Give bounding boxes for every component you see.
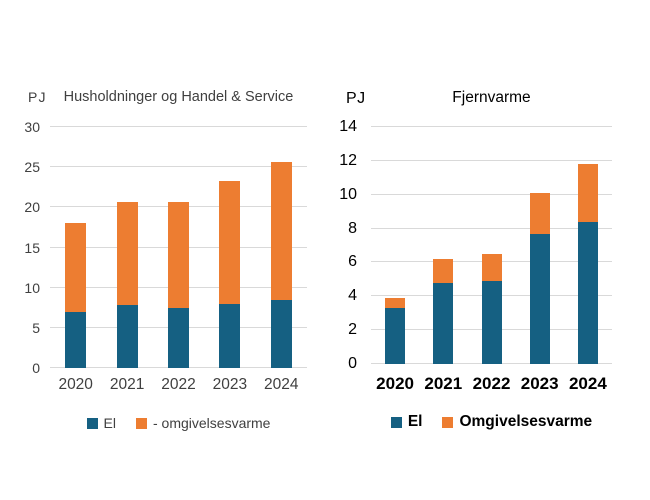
legend-label-omgivelsesvarme: - omgivelsesvarme	[152, 415, 271, 431]
bar-segment-2020-omgivelsesvarme	[65, 222, 87, 312]
legend-item-omgivelsesvarme: - omgivelsesvarme	[135, 415, 271, 431]
bar-segment-2022-omgivelsesvarme	[481, 253, 502, 282]
gridline	[371, 227, 612, 229]
gridline	[371, 159, 612, 161]
legend: El - omgivelsesvarme	[50, 415, 307, 431]
y-axis-tick-label: 8	[348, 219, 357, 237]
gridline	[371, 126, 612, 127]
x-axis-label-2021: 2021	[424, 374, 463, 393]
y-axis-tick-label: 15	[24, 239, 40, 256]
y-axis-tick-label: 6	[348, 253, 357, 271]
y-axis-tick-label: 14	[339, 118, 357, 135]
y-axis-tick-label: 30	[24, 119, 40, 135]
y-axis-tick-label: 20	[24, 199, 40, 216]
bar-segment-2021-el	[433, 282, 454, 364]
bar-segment-2021-el	[116, 305, 138, 368]
y-axis-tick-label: 5	[32, 319, 40, 336]
legend-swatch-el-icon	[86, 417, 98, 429]
chart-fjernvarme: PJ Fjernvarme 0 2 4 6 8 10 12 14 2020 2021 2022 20…	[330, 85, 645, 455]
legend-swatch-omgivelsesvarme-icon	[442, 416, 454, 428]
legend-swatch-el-icon	[390, 416, 402, 428]
chart-title: Fjernvarme	[452, 89, 531, 106]
x-axis-label-2023: 2023	[520, 374, 559, 393]
y-axis-tick-label: 10	[339, 185, 357, 203]
plot-area	[371, 126, 612, 364]
legend-label-el: El	[407, 413, 423, 430]
plot-area	[50, 126, 307, 368]
y-axis-unit-label: PJ	[346, 90, 366, 107]
bar-segment-2022-omgivelsesvarme	[168, 201, 189, 308]
y-axis-unit-label: PJ	[28, 89, 47, 105]
x-axis-label-2020: 2020	[58, 376, 93, 393]
legend-item-omgivelsesvarme: Omgivelsesvarme	[442, 413, 592, 431]
bar-segment-2022-el	[481, 281, 502, 364]
y-axis-tick-label: 12	[339, 151, 357, 169]
legend-item-el: El	[390, 413, 423, 431]
bar-segment-2020-el	[65, 311, 87, 368]
x-axis-label-2020: 2020	[376, 374, 415, 393]
x-axis-label-2024: 2024	[568, 374, 607, 393]
legend: El Omgivelsesvarme	[371, 413, 612, 431]
y-axis-tick-label: 0	[32, 360, 40, 376]
legend-item-el: El	[86, 415, 116, 431]
gridline	[50, 126, 307, 127]
bar-segment-2021-omgivelsesvarme	[116, 201, 138, 306]
y-axis-tick-label: 4	[348, 287, 357, 305]
x-axis-label-2023: 2023	[212, 376, 248, 393]
bar-segment-2023-el	[219, 303, 241, 368]
bar-segment-2023-el	[529, 233, 550, 364]
bar-segment-2023-omgivelsesvarme	[219, 180, 241, 304]
legend-label-omgivelsesvarme: Omgivelsesvarme	[459, 413, 593, 430]
bar-segment-2024-omgivelsesvarme	[270, 161, 292, 300]
chart-husholdninger-handel-service: PJ Husholdninger og Handel & Service 0 5 1…	[10, 85, 322, 455]
y-axis-tick-label: 2	[348, 321, 357, 339]
y-axis-tick-label: 25	[24, 159, 40, 176]
bar-segment-2024-omgivelsesvarme	[577, 164, 598, 222]
x-axis-label-2022: 2022	[161, 376, 196, 393]
bar-segment-2022-el	[168, 307, 189, 368]
bar-segment-2021-omgivelsesvarme	[433, 259, 454, 283]
legend-label-el: El	[103, 415, 116, 431]
bar-segment-2024-el	[577, 221, 598, 364]
bar-segment-2023-omgivelsesvarme	[529, 193, 550, 234]
gridline	[50, 166, 307, 168]
chart-title: Husholdninger og Handel & Service	[63, 89, 294, 105]
gridline	[371, 193, 612, 195]
y-axis-tick-labels: 0 5 10 15 20 25 30	[10, 120, 40, 375]
bar-segment-2020-el	[385, 308, 406, 364]
x-axis-label-2022: 2022	[472, 374, 511, 393]
x-axis-category-labels: 2020 2021 2022 2023 2024	[371, 375, 612, 395]
x-axis-label-2021: 2021	[109, 376, 145, 393]
y-axis-tick-label: 10	[24, 279, 40, 296]
x-axis-label-2024: 2024	[264, 376, 299, 393]
x-axis-category-labels: 2020 2021 2022 2023 2024	[50, 377, 307, 397]
y-axis-tick-label: 0	[348, 355, 357, 372]
y-axis-tick-labels: 0 2 4 6 8 10 12 14	[330, 119, 357, 372]
legend-swatch-omgivelsesvarme-icon	[135, 417, 147, 429]
bar-segment-2024-el	[270, 299, 292, 368]
bar-segment-2020-omgivelsesvarme	[385, 297, 406, 309]
